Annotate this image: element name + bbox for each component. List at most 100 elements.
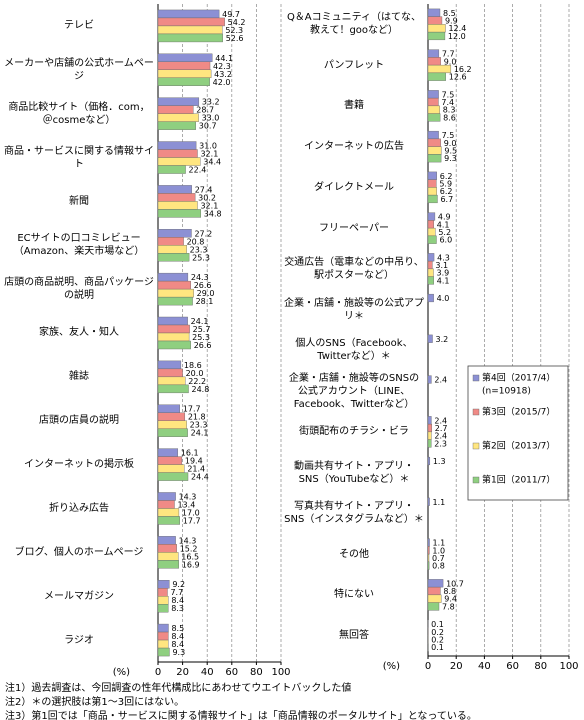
bar	[157, 360, 182, 370]
x-tick-label: 40	[478, 661, 491, 672]
value-label: 31.0	[199, 142, 217, 151]
bar	[427, 439, 432, 448]
value-label: 19.4	[185, 457, 203, 466]
value-label: 16.5	[181, 552, 199, 561]
value-label: 29.0	[197, 289, 215, 298]
value-label: 17.7	[183, 405, 201, 414]
bar	[427, 24, 446, 33]
legend-swatch	[472, 442, 480, 450]
value-label: 2.4	[434, 416, 447, 425]
value-label: 9.3	[444, 154, 457, 163]
value-label: 30.7	[199, 122, 217, 131]
bar	[157, 647, 170, 657]
bar	[157, 492, 176, 501]
bar	[157, 272, 189, 282]
category-label-box: 商品・サービスに関する情報サイト	[4, 146, 154, 170]
value-label: 2.4	[434, 432, 447, 441]
value-label: 4.3	[437, 253, 450, 262]
legend-swatch	[472, 408, 480, 416]
bar	[157, 316, 188, 326]
value-label: 28.1	[196, 297, 214, 306]
value-label: 27.4	[195, 185, 213, 194]
value-label: 9.9	[445, 17, 458, 26]
category-label: 街頭配布のチラシ・ビラ	[299, 426, 409, 438]
bar	[157, 384, 189, 394]
value-label: 9.0	[444, 57, 457, 66]
bar	[427, 97, 439, 107]
value-label: 0.2	[431, 635, 444, 644]
bar	[157, 61, 211, 70]
value-label: 33.2	[202, 98, 220, 107]
value-label: 9.5	[444, 146, 457, 155]
value-label: 23.3	[190, 421, 208, 430]
bar	[427, 220, 434, 229]
bar	[427, 268, 434, 277]
bar	[427, 49, 440, 58]
category-label: 商品比較サイト（価格．com，＠cosmeなど）	[8, 101, 150, 126]
value-label: 5.2	[438, 228, 451, 237]
bar	[427, 497, 430, 506]
value-label: 8.4	[171, 596, 184, 605]
bar	[157, 536, 176, 545]
category-label: インターネットの掲示板	[24, 459, 134, 471]
value-label: 6.0	[439, 236, 452, 245]
value-label: 0.2	[431, 628, 444, 637]
value-label: 7.5	[442, 131, 455, 140]
x-tick-label: 80	[534, 661, 547, 672]
legend-box	[467, 365, 569, 501]
bar	[427, 90, 439, 99]
value-label: 23.3	[190, 245, 208, 254]
category-label-box: 動画共有サイト・アプリ・SNS（YouTubeなど）＊	[294, 461, 414, 485]
value-label: 8.8	[443, 587, 456, 596]
value-label: 32.1	[200, 201, 218, 210]
bar	[427, 179, 437, 188]
category-label: ECサイトの口コミレビュー（Amazon、楽天市場など）	[13, 233, 145, 258]
note: 注2）＊の選択肢は第1～3回にはない。	[5, 695, 184, 708]
category-label: 個人のSNS（Facebook、Twitterなど）＊	[295, 338, 413, 363]
bar	[427, 553, 430, 563]
category-label: 店頭の商品説明、商品パッケージの説明	[4, 277, 154, 302]
value-label: 16.9	[182, 560, 200, 569]
x-tick-label: 60	[225, 667, 238, 678]
bar	[157, 324, 190, 334]
bar	[427, 105, 440, 114]
value-label: 13.4	[177, 500, 195, 509]
bar	[427, 16, 443, 25]
bar	[157, 193, 196, 202]
bar	[157, 604, 169, 613]
category-label: フリーペーパー	[319, 222, 389, 234]
value-label: 15.2	[180, 544, 198, 553]
value-label: 7.8	[442, 602, 455, 611]
bar	[157, 105, 194, 114]
value-label: 14.3	[179, 536, 197, 545]
category-label-box: 企業・店舗・施設等の公式アプリ＊	[284, 298, 424, 322]
value-label: 0.8	[432, 562, 445, 571]
bar	[427, 31, 446, 41]
value-label: 30.2	[198, 193, 216, 202]
bar	[157, 141, 197, 150]
legend-note: (n=10918)	[482, 387, 531, 397]
value-label: 1.1	[433, 539, 446, 548]
bar	[157, 53, 213, 62]
value-label: 42.3	[213, 62, 231, 71]
value-label: 7.4	[441, 98, 454, 107]
bar	[157, 121, 196, 130]
bar	[427, 538, 430, 547]
bar	[157, 332, 190, 342]
bar	[427, 57, 441, 66]
category-label: 店頭の店員の説明	[39, 415, 119, 427]
bar	[157, 165, 186, 174]
value-label: 24.4	[191, 473, 209, 482]
bar	[157, 157, 201, 166]
bar	[157, 412, 186, 421]
category-label-box: ダイレクトメール	[314, 181, 394, 193]
category-label-box: テレビ	[64, 20, 94, 31]
category-label: ダイレクトメール	[314, 181, 394, 193]
category-label: 特にない	[334, 589, 374, 601]
value-label: 4.1	[437, 276, 450, 285]
bar	[427, 194, 438, 204]
category-label-box: 企業・店舗・施設等のSNSの公式アカウント（LINE、Facebook、Twit…	[289, 373, 419, 410]
bar	[157, 25, 223, 35]
value-label: 34.8	[204, 209, 222, 218]
